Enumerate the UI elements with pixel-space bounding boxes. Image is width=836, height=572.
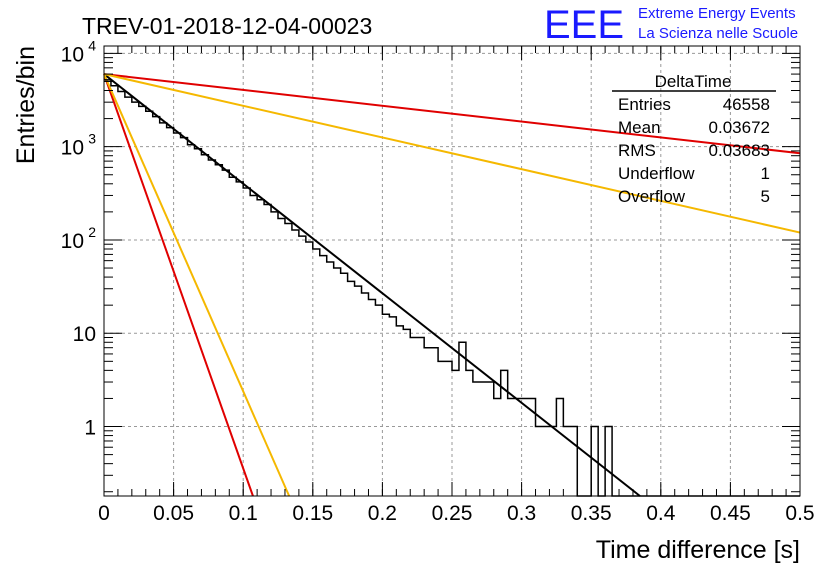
stats-label: Underflow [618, 164, 695, 183]
x-tick-label: 0.35 [571, 502, 612, 525]
y-axis-label: Entries/bin [12, 46, 40, 164]
x-tick-label: 0.2 [368, 502, 397, 525]
y-tick-label: 10 [61, 230, 84, 253]
stats-box: DeltaTime Entries 46558 Mean 0.03672 RMS 0.03… [612, 72, 776, 206]
stats-label: RMS [618, 141, 656, 160]
x-tick-label: 0.45 [710, 502, 751, 525]
stats-value: 5 [761, 187, 770, 206]
y-tick-label: 10 [61, 43, 84, 66]
logo-line1: Extreme Energy Events [638, 5, 796, 22]
stats-label: Overflow [618, 187, 686, 206]
y-tick-label: 1 [84, 417, 96, 440]
x-tick-label: 0 [98, 502, 110, 525]
x-tick-label: 0.5 [785, 502, 814, 525]
stats-label: Entries [618, 95, 671, 114]
stats-value: 0.03672 [709, 118, 770, 137]
logo-line2: La Scienza nelle Scuole [638, 25, 798, 42]
stats-label: Mean [618, 118, 661, 137]
eee-logo: EEE Extreme Energy Events La Scienza nel… [544, 3, 798, 47]
axis-ticks: 0 0.05 0.1 0.15 0.2 0.25 0.3 0.35 0.4 0.45 0.5 1 10 1… [61, 37, 815, 525]
stats-title: DeltaTime [655, 72, 732, 91]
fit-curve-1 [103, 73, 801, 155]
y-tick-exponent: 3 [88, 131, 96, 147]
y-tick-exponent: 4 [88, 37, 96, 53]
x-tick-label: 0.15 [292, 502, 333, 525]
fit-curve-4 [103, 73, 291, 497]
x-tick-label: 0.1 [229, 502, 258, 525]
y-tick-exponent: 2 [88, 224, 96, 240]
fit-curve-3 [103, 73, 254, 497]
x-tick-label: 0.3 [507, 502, 536, 525]
stats-value: 0.03683 [709, 141, 770, 160]
y-tick-label: 10 [61, 137, 84, 160]
fit-curve-2 [103, 73, 801, 234]
x-tick-label: 0.05 [153, 502, 194, 525]
chart-title: TREV-01-2018-12-04-00023 [82, 13, 372, 39]
logo-mark: EEE [544, 3, 624, 47]
x-axis-label: Time difference [s] [596, 536, 800, 564]
y-tick-label: 10 [73, 323, 96, 346]
x-tick-label: 0.4 [646, 502, 676, 525]
stats-value: 1 [761, 164, 770, 183]
stats-value: 46558 [723, 95, 770, 114]
x-tick-label: 0.25 [432, 502, 473, 525]
